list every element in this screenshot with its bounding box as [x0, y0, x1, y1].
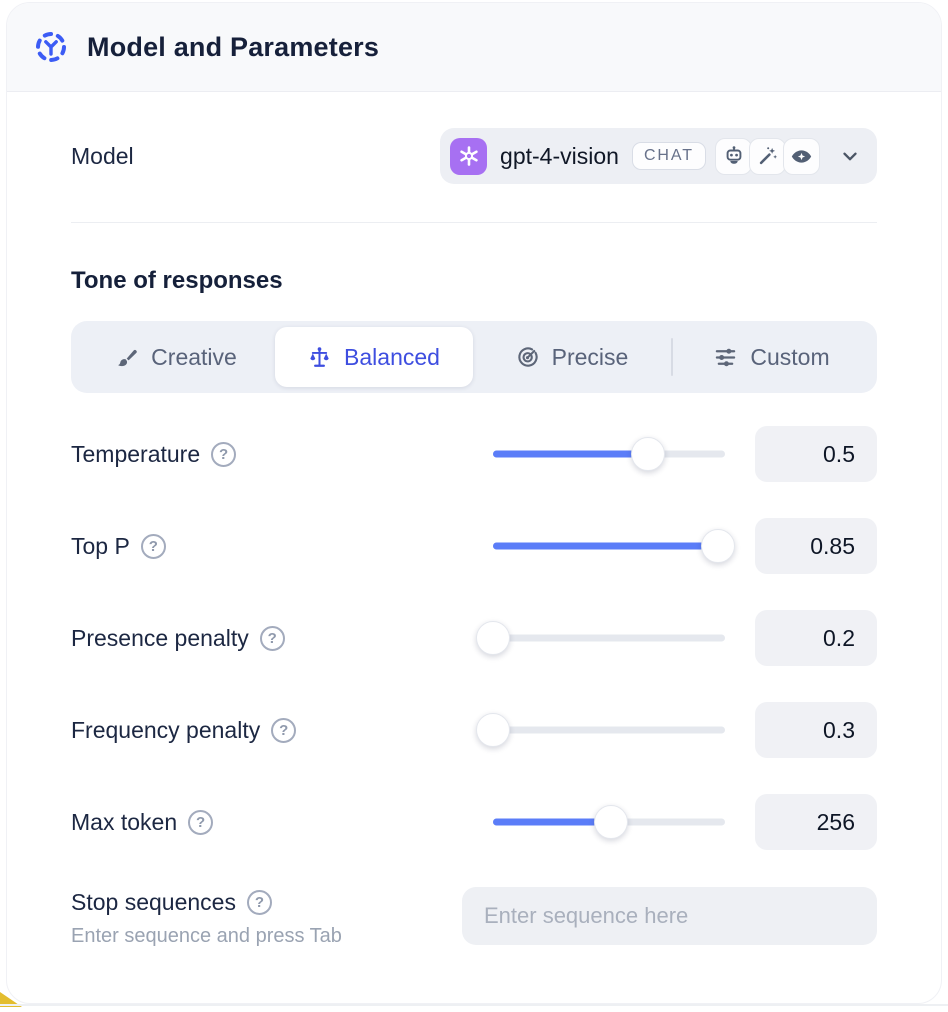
slider-handle[interactable]: [476, 713, 510, 747]
frequency-penalty-slider[interactable]: [476, 713, 725, 747]
parameter-row-temperature: Temperature ? 0.5: [71, 426, 877, 482]
tone-option-custom[interactable]: Custom: [673, 327, 871, 387]
stop-sequence-input[interactable]: [462, 887, 877, 945]
model-hub-icon: [33, 29, 69, 65]
slider-fill: [493, 542, 719, 550]
question-mark-icon[interactable]: ?: [188, 809, 214, 835]
robot-icon: [715, 137, 752, 175]
model-select[interactable]: gpt-4-vision CHAT: [440, 128, 877, 184]
top-p-value[interactable]: 0.85: [755, 518, 877, 574]
model-row: Model gpt-4-vision CHAT: [71, 128, 877, 184]
tone-option-label: Balanced: [344, 343, 440, 370]
stop-sequences-row: Stop sequences ? Enter sequence and pres…: [71, 887, 877, 948]
max-token-slider[interactable]: [493, 805, 725, 839]
tone-segmented-control: Creative Balanced Precise Custom: [71, 321, 877, 393]
panel-title: Model and Parameters: [87, 31, 380, 62]
parameter-label: Presence penalty: [71, 624, 249, 651]
tone-section-heading: Tone of responses: [71, 267, 283, 294]
model-label: Model: [71, 142, 134, 169]
background-divider: [0, 1004, 948, 1006]
parameter-label-wrap: Max token ?: [71, 809, 493, 836]
tone-option-label: Precise: [551, 343, 629, 370]
parameter-label-wrap: Temperature ?: [71, 441, 493, 468]
parameter-rows: Temperature ? 0.5 Top P ? 0.85 Presence …: [71, 426, 877, 850]
question-mark-icon[interactable]: ?: [211, 441, 237, 467]
question-mark-icon[interactable]: ?: [259, 625, 285, 651]
slider-fill: [493, 818, 612, 826]
model-parameters-panel: Model and Parameters Model gp: [6, 2, 942, 1004]
magic-wand-icon: [749, 137, 786, 175]
parameter-label-wrap: Frequency penalty ?: [71, 717, 493, 744]
slider-track[interactable]: [493, 634, 725, 642]
panel-body: Model gpt-4-vision CHAT: [7, 92, 941, 1003]
tone-option-label: Creative: [151, 343, 237, 370]
section-divider: [71, 222, 877, 223]
vision-eye-icon: [783, 137, 820, 175]
target-icon: [516, 346, 539, 369]
presence-penalty-slider[interactable]: [476, 621, 725, 655]
presence-penalty-value[interactable]: 0.2: [755, 610, 877, 666]
chevron-down-icon: [839, 145, 861, 167]
question-mark-icon[interactable]: ?: [140, 533, 166, 559]
parameter-row-frequency-penalty: Frequency penalty ? 0.3: [71, 702, 877, 758]
parameter-label-wrap: Top P ?: [71, 533, 493, 560]
panel-header: Model and Parameters: [7, 3, 941, 92]
parameter-label-wrap: Presence penalty ?: [71, 625, 493, 652]
balance-scale-icon: [308, 346, 331, 369]
stop-sequences-label: Stop sequences: [71, 889, 236, 915]
parameter-label: Max token: [71, 808, 178, 835]
question-mark-icon[interactable]: ?: [271, 717, 297, 743]
temperature-slider[interactable]: [493, 437, 725, 471]
slider-handle[interactable]: [476, 621, 510, 655]
temperature-value[interactable]: 0.5: [755, 426, 877, 482]
slider-handle[interactable]: [631, 437, 666, 471]
parameter-row-presence-penalty: Presence penalty ? 0.2: [71, 610, 877, 666]
segment-divider: [671, 338, 673, 376]
parameter-row-max-token: Max token ? 256: [71, 794, 877, 850]
stop-sequences-label-block: Stop sequences ? Enter sequence and pres…: [71, 887, 462, 948]
paintbrush-icon: [115, 346, 138, 369]
stop-sequences-hint: Enter sequence and press Tab: [71, 925, 342, 947]
selected-model-name: gpt-4-vision: [500, 142, 619, 169]
parameter-row-top-p: Top P ? 0.85: [71, 518, 877, 574]
tone-option-label: Custom: [750, 343, 830, 370]
openai-logo: [450, 137, 488, 175]
sliders-icon: [714, 346, 737, 369]
slider-fill: [493, 450, 649, 458]
slider-handle[interactable]: [701, 529, 736, 563]
slider-handle[interactable]: [594, 805, 629, 839]
parameter-label: Temperature: [71, 440, 201, 467]
parameter-label: Top P: [71, 532, 130, 559]
tone-option-precise[interactable]: Precise: [473, 327, 671, 387]
top-p-slider[interactable]: [493, 529, 736, 563]
frequency-penalty-value[interactable]: 0.3: [755, 702, 877, 758]
tone-option-creative[interactable]: Creative: [77, 327, 275, 387]
max-token-value[interactable]: 256: [755, 794, 877, 850]
slider-track[interactable]: [493, 726, 725, 734]
question-mark-icon[interactable]: ?: [246, 890, 272, 915]
model-capability-chips: [715, 137, 820, 175]
model-type-badge: CHAT: [631, 142, 706, 170]
tone-option-balanced[interactable]: Balanced: [275, 327, 473, 387]
parameter-label: Frequency penalty: [71, 716, 261, 743]
